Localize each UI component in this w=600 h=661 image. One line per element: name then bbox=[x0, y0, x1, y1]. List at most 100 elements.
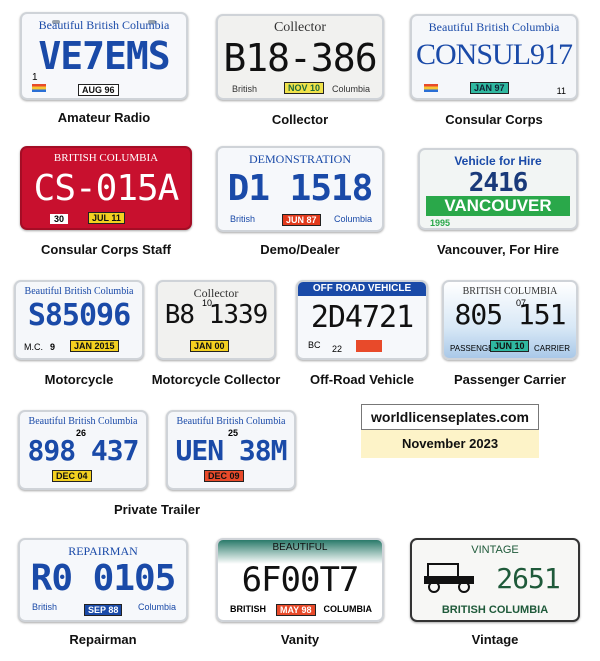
plate-number: CS-015A bbox=[33, 168, 180, 209]
plate-sticker-blank bbox=[356, 340, 382, 352]
plate-header: Beautiful British Columbia bbox=[176, 416, 286, 427]
plate-off-road-vehicle: OFF ROAD VEHICLE 2D4721 BC 22 bbox=[296, 280, 428, 360]
plate-sticker: AUG 96 bbox=[78, 84, 119, 96]
plate-right-text: Columbia bbox=[331, 84, 370, 94]
plate-header: OFF ROAD VEHICLE bbox=[298, 282, 426, 296]
plate-collector: Collector B18-386 British Columbia NOV 1… bbox=[216, 14, 384, 100]
plate-left-text: British bbox=[232, 84, 258, 94]
plate-caption: Consular Corps Staff bbox=[40, 242, 171, 257]
vintage-car-icon bbox=[424, 563, 474, 593]
plate-sticker: JAN 97 bbox=[470, 82, 509, 94]
plate-header: BRITISH COLUMBIA bbox=[53, 152, 159, 164]
plate-number: 6F00T7 bbox=[241, 560, 360, 600]
plate-caption: Consular Corps bbox=[445, 112, 543, 127]
plate-sticker: JAN 2015 bbox=[70, 340, 119, 352]
plate-header: Collector bbox=[193, 286, 239, 300]
plate-band: VANCOUVER bbox=[426, 196, 570, 216]
plate-number: 898 437 bbox=[27, 434, 139, 467]
plate-passenger-carrier: BRITISH COLUMBIA 805 151 07 PASSENGER CA… bbox=[442, 280, 578, 360]
plate-sticker: JAN 00 bbox=[190, 340, 229, 352]
plate-right-text: CARRIER bbox=[533, 344, 570, 353]
plate-sticker: DEC 09 bbox=[204, 470, 244, 482]
plate-left-text: M.C. bbox=[24, 342, 43, 352]
plate-left-text: British bbox=[230, 214, 256, 224]
plate-left-text: British bbox=[32, 602, 58, 612]
plate-caption: Amateur Radio bbox=[57, 110, 151, 125]
plate-corner-number: 30 bbox=[50, 214, 69, 224]
plate-caption: Demo/Dealer bbox=[260, 242, 340, 257]
plate-caption: Vanity bbox=[280, 632, 320, 647]
plate-sticker: JUN 87 bbox=[282, 214, 321, 226]
plate-vintage: VINTAGE 2651 BRITISH COLUMBIA bbox=[410, 538, 580, 622]
plate-caption: Motorcycle bbox=[44, 372, 114, 387]
bc-flag-icon bbox=[424, 84, 438, 92]
plate-caption: Motorcycle Collector bbox=[151, 372, 281, 387]
plate-corner-number: 25 bbox=[228, 428, 239, 438]
plate-consular-corps: Beautiful British Columbia CONSUL917 JAN… bbox=[410, 14, 578, 100]
plate-private-trailer-1: Beautiful British Columbia 26 898 437 DE… bbox=[18, 410, 148, 490]
plate-caption: Vancouver, For Hire bbox=[436, 242, 560, 257]
plate-caption: Off-Road Vehicle bbox=[309, 372, 415, 387]
plate-corner-number: 9 bbox=[50, 342, 56, 352]
plate-left-text: PASSENGER bbox=[450, 344, 500, 353]
plate-amateur-radio: Beautiful British Columbia VE7EMS 1 AUG … bbox=[20, 12, 188, 100]
plate-sticker: SEP 88 bbox=[84, 604, 123, 616]
plate-right-text: COLUMBIA bbox=[323, 604, 373, 614]
plate-motorcycle: Beautiful British Columbia S85096 M.C. 9… bbox=[14, 280, 144, 360]
plate-header: Beautiful British Columbia bbox=[428, 20, 560, 34]
plate-corner-number: 22 bbox=[332, 344, 343, 354]
mount-hole bbox=[148, 20, 156, 24]
credit-site: worldlicenseplates.com bbox=[361, 404, 539, 430]
plate-header: Beautiful British Columbia bbox=[28, 416, 138, 427]
plate-header: BEAUTIFUL bbox=[272, 542, 328, 553]
plate-left-text: BC bbox=[308, 340, 321, 350]
plate-corner-number: 1 bbox=[32, 72, 38, 83]
plate-header: BRITISH COLUMBIA bbox=[462, 286, 558, 297]
plate-number: B8 1339 bbox=[164, 300, 269, 330]
plate-number: R0 0105 bbox=[30, 558, 177, 599]
plate-right-text: Columbia bbox=[137, 602, 176, 612]
plate-number: 2416 bbox=[468, 168, 529, 198]
plate-vancouver-for-hire: Vehicle for Hire 2416 VANCOUVER 1995 bbox=[418, 148, 578, 230]
plate-number: 2651 bbox=[496, 562, 560, 595]
plate-left-text: BRITISH bbox=[230, 604, 266, 614]
plate-header: Beautiful British Columbia bbox=[24, 286, 134, 297]
plate-header: Beautiful British Columbia bbox=[38, 18, 170, 32]
plate-header: REPAIRMAN bbox=[68, 544, 138, 558]
plate-right-text: Columbia bbox=[333, 214, 372, 224]
plate-number: 805 151 bbox=[454, 298, 566, 331]
credit-date: November 2023 bbox=[361, 430, 539, 458]
plate-number: B18-386 bbox=[223, 36, 377, 80]
plate-caption: Repairman bbox=[69, 632, 137, 647]
plate-bottom-text: BRITISH COLUMBIA bbox=[441, 604, 549, 616]
plate-caption: Private Trailer bbox=[114, 502, 200, 517]
plate-sticker: MAY 98 bbox=[276, 604, 316, 616]
plate-header: DEMONSTRATION bbox=[249, 152, 351, 166]
plate-header: Vehicle for Hire bbox=[454, 154, 542, 168]
plate-sticker: DEC 04 bbox=[52, 470, 92, 482]
plate-number: D1 1518 bbox=[227, 168, 374, 209]
plate-caption: Vintage bbox=[471, 632, 519, 647]
plate-header: Collector bbox=[273, 20, 327, 35]
plate-motorcycle-collector: Collector B8 1339 10 JAN 00 bbox=[156, 280, 276, 360]
mount-hole bbox=[52, 20, 60, 24]
plate-number: 2D4721 bbox=[310, 300, 414, 335]
plate-sticker: NOV 10 bbox=[284, 82, 325, 94]
plate-corner-number: 07 bbox=[516, 298, 527, 308]
plate-repairman: REPAIRMAN R0 0105 British Columbia SEP 8… bbox=[18, 538, 188, 622]
plate-number: UEN 38M bbox=[175, 434, 287, 467]
plate-year: 1995 bbox=[430, 218, 451, 228]
plate-number: CONSUL917 bbox=[415, 38, 573, 71]
plate-vanity: BEAUTIFUL 6F00T7 BRITISH COLUMBIA MAY 98 bbox=[216, 538, 384, 622]
plate-demo-dealer: DEMONSTRATION D1 1518 British Columbia J… bbox=[216, 146, 384, 232]
plate-corner-number: 11 bbox=[556, 86, 566, 96]
plate-corner-number: 10 bbox=[202, 298, 213, 308]
plate-sticker: JUN 10 bbox=[490, 340, 529, 352]
plate-consular-corps-staff: BRITISH COLUMBIA CS-015A 30 JUL 11 bbox=[20, 146, 192, 230]
plate-private-trailer-2: Beautiful British Columbia 25 UEN 38M DE… bbox=[166, 410, 296, 490]
bc-flag-icon bbox=[32, 84, 46, 92]
plate-sticker: JUL 11 bbox=[88, 212, 125, 224]
plate-corner-number: 26 bbox=[76, 428, 87, 438]
plate-caption: Collector bbox=[271, 112, 329, 127]
plate-number: S85096 bbox=[27, 298, 131, 333]
